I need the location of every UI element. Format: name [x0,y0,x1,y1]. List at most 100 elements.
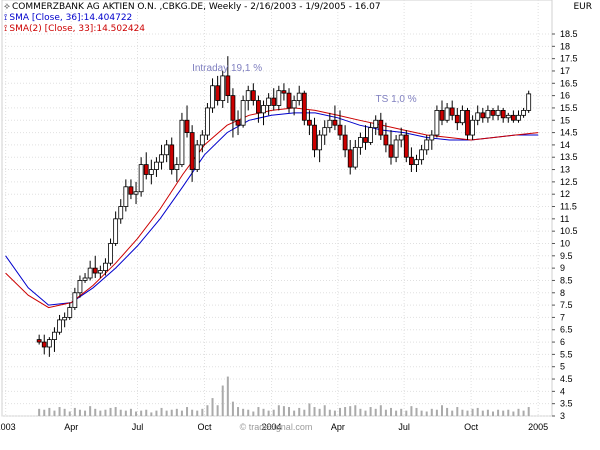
x-tick-label: Jul [132,422,144,432]
volume-bar [481,410,484,416]
volume-bar [517,408,520,416]
candle-body [521,110,526,116]
volume-bar [471,408,474,416]
x-tick-label: Apr [331,422,345,432]
candle-body [342,134,348,151]
volume-bar [186,407,189,416]
candle-body [230,95,236,121]
candle-body [388,144,394,158]
volume-bar [94,408,97,416]
candle-body [271,97,277,106]
candle-body [159,154,164,163]
candle-body [393,139,399,158]
volume-bar [282,406,285,416]
volume-bar [451,410,454,416]
candle-body [459,110,465,124]
candle-body [363,137,368,143]
y-tick-label: 10 [560,238,570,248]
volume-bar [435,409,438,416]
candle-body [495,110,501,116]
volume-bar [390,407,393,416]
volume-bar [53,410,56,416]
volume-bar [84,410,87,416]
volume-bar [226,376,229,416]
legend-sma-33: ⟟ SMA(2) [Close, 33]:14.502424 [4,24,145,35]
candle-body [475,112,481,121]
volume-bar [237,407,240,416]
candle-body [189,132,195,170]
candle-body [505,114,511,119]
candle-body [210,85,215,109]
candle-body [352,146,358,168]
volume-bar [466,410,469,416]
volume-bar [129,408,132,416]
candle-body [510,114,516,121]
candle-body [256,100,261,114]
volume-bar [73,407,76,416]
volume-bar [109,407,112,416]
volume-bar [308,403,311,416]
volume-bar [180,410,183,416]
candle-body [235,119,241,126]
candle-body [215,85,221,101]
volume-bar [267,410,270,416]
volume-bar [349,406,352,416]
candle-body [409,156,414,166]
candle-body [449,107,455,116]
candle-body [113,218,119,244]
legend-label: SMA [Close, 36]:14.404722 [9,13,133,23]
candle-body [194,144,200,170]
volume-bar [359,408,362,416]
volume-bar [104,409,107,416]
candle-body [143,164,149,175]
volume-bar [339,407,342,416]
candle-body [439,110,445,121]
candle-body [281,90,287,94]
candle-body [403,134,409,158]
volume-bar [420,410,423,416]
candle-body [465,110,470,136]
candle-body [87,267,93,279]
volume-bar [175,408,178,416]
volume-bar [369,407,372,416]
x-tick-label: 2003 [0,422,16,432]
candle-body [245,90,251,101]
annotation-intraday: Intraday 19,1 % [192,63,262,74]
candle-body [327,119,333,129]
volume-bar [476,407,479,416]
volume-bar [242,408,245,416]
volume-bar [201,408,204,416]
volume-bar [99,410,102,416]
y-tick-label: 3 [560,411,565,421]
volume-bar [221,385,224,416]
candle-body [419,149,425,161]
candle-body [261,105,266,114]
candle-body [276,90,282,106]
volume-bar [415,407,418,416]
candle-body [46,339,52,348]
y-tick-label: 6.5 [560,325,573,335]
candle-body [526,93,532,111]
y-tick-label: 12 [560,189,570,199]
volume-bar [170,409,173,416]
volume-bar [288,407,291,416]
volume-bar [165,410,168,416]
candle-body [154,161,159,170]
volume-bar [400,408,403,416]
y-tick-label: 3.5 [560,399,573,409]
currency-label: EUR [573,2,592,12]
candle-body [108,243,113,264]
candle-body [398,134,404,141]
volume-bar [298,407,301,416]
candle-body [296,92,302,101]
volume-bar [257,407,260,416]
volume-bar [89,406,92,416]
candle-body [57,319,62,333]
volume-bar [191,409,194,416]
candle-body [480,112,486,119]
y-tick-label: 4.5 [560,374,573,384]
candle-body [500,110,506,119]
volume-bar [522,410,525,416]
candle-body [179,119,185,166]
